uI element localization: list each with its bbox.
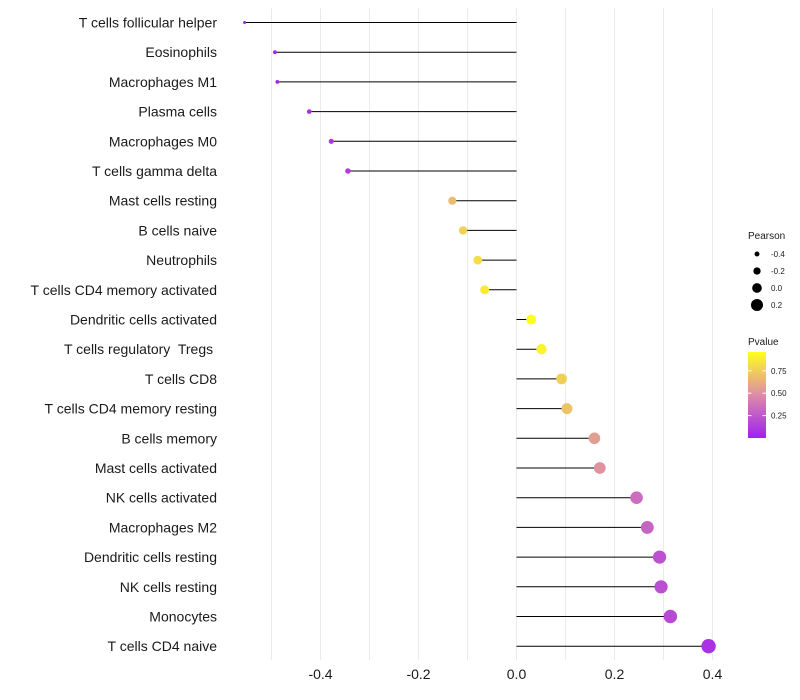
- data-point: [480, 285, 490, 295]
- category-label: Plasma cells: [138, 104, 217, 120]
- category-label: T cells CD4 memory activated: [31, 282, 217, 298]
- x-tick-label: 0.4: [703, 666, 723, 682]
- data-point: [593, 462, 606, 474]
- data-point: [536, 344, 547, 355]
- pearson-legend-key: [752, 283, 762, 293]
- category-label: B cells memory: [121, 430, 217, 446]
- category-label: B cells naive: [138, 222, 217, 238]
- category-label: T cells CD8: [145, 371, 217, 387]
- x-tick-label: 0.0: [507, 666, 527, 682]
- grid-lines: [271, 8, 713, 660]
- data-point: [275, 79, 280, 84]
- category-label: T cells gamma delta: [92, 163, 217, 179]
- pvalue-legend-label: 0.50: [771, 389, 787, 398]
- pearson-legend-title: Pearson: [748, 231, 785, 242]
- category-label: T cells regulatory Tregs: [64, 341, 217, 357]
- lollipop-stems: [244, 22, 709, 647]
- data-point: [556, 373, 567, 385]
- data-point: [273, 50, 277, 55]
- data-point: [652, 550, 667, 564]
- data-point: [345, 168, 351, 174]
- category-label: NK cells resting: [120, 579, 217, 595]
- pearson-legend-label: 0.0: [771, 284, 783, 293]
- pvalue-colorbar: [748, 352, 766, 438]
- category-label: Monocytes: [149, 609, 217, 625]
- pearson-legend-key: [753, 267, 761, 275]
- data-point: [640, 520, 654, 534]
- pearson-legend-label: 0.2: [771, 301, 783, 310]
- category-label: Macrophages M1: [109, 74, 217, 90]
- data-point: [654, 580, 668, 594]
- pvalue-legend: Pvalue 0.25 0.50 0.75: [748, 337, 787, 438]
- pearson-legend: Pearson -0.4 -0.2 0.0 0.2: [748, 231, 785, 312]
- category-label: T cells CD4 naive: [108, 638, 218, 654]
- x-tick-label: -0.2: [406, 666, 430, 682]
- category-label: NK cells activated: [106, 490, 217, 506]
- category-label: Neutrophils: [146, 252, 217, 268]
- category-label: Eosinophils: [145, 44, 217, 60]
- data-point: [458, 226, 468, 235]
- pearson-legend-key: [750, 298, 764, 312]
- category-label: Macrophages M0: [109, 133, 217, 149]
- pearson-legend-label: -0.4: [771, 250, 785, 259]
- category-label: Macrophages M2: [109, 519, 217, 535]
- pvalue-legend-title: Pvalue: [748, 337, 779, 348]
- data-point: [306, 109, 312, 114]
- data-point: [663, 609, 678, 624]
- data-point: [243, 20, 247, 25]
- category-label: Mast cells activated: [95, 460, 217, 476]
- x-tick-label: -0.4: [308, 666, 332, 682]
- pvalue-legend-label: 0.25: [771, 412, 787, 421]
- category-labels: T cells follicular helper Eosinophils Macr…: [31, 15, 218, 655]
- pvalue-legend-label: 0.75: [771, 367, 787, 376]
- data-point: [630, 491, 643, 505]
- pearson-legend-key: [754, 251, 760, 257]
- category-label: Dendritic cells resting: [84, 549, 217, 565]
- data-point: [561, 403, 573, 415]
- x-axis-ticks: -0.4 -0.2 0.0 0.2 0.4: [308, 666, 722, 682]
- lollipop-points: [243, 20, 716, 654]
- data-point: [526, 314, 537, 325]
- category-label: Dendritic cells activated: [70, 312, 217, 328]
- category-label: Mast cells resting: [109, 193, 217, 209]
- x-tick-label: 0.2: [605, 666, 625, 682]
- data-point: [448, 196, 457, 205]
- data-point: [328, 138, 334, 144]
- data-point: [588, 432, 601, 445]
- data-point: [701, 639, 716, 654]
- data-point: [473, 255, 483, 265]
- category-label: T cells follicular helper: [79, 15, 218, 31]
- category-label: T cells CD4 memory resting: [45, 401, 217, 417]
- pearson-legend-label: -0.2: [771, 267, 785, 276]
